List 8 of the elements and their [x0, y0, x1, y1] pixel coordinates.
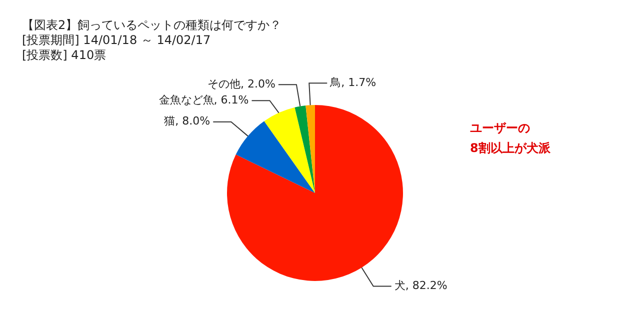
slice-label: 犬, 82.2%: [394, 279, 448, 292]
slice-label: 金魚など魚, 6.1%: [158, 93, 249, 106]
chart-title: 【図表2】飼っているペットの種類は何ですか？: [22, 18, 282, 33]
slice-label: その他, 2.0%: [207, 77, 276, 90]
text: ユーザーの 8割以上が犬派: [470, 120, 550, 157]
slice-label: 猫, 8.0%: [164, 114, 210, 128]
slice-label: 鳥, 1.7%: [329, 76, 376, 90]
chart-subtitle: [投票期間] 14/01/18 ～ 14/02/17 [投票数] 410票: [22, 33, 212, 63]
